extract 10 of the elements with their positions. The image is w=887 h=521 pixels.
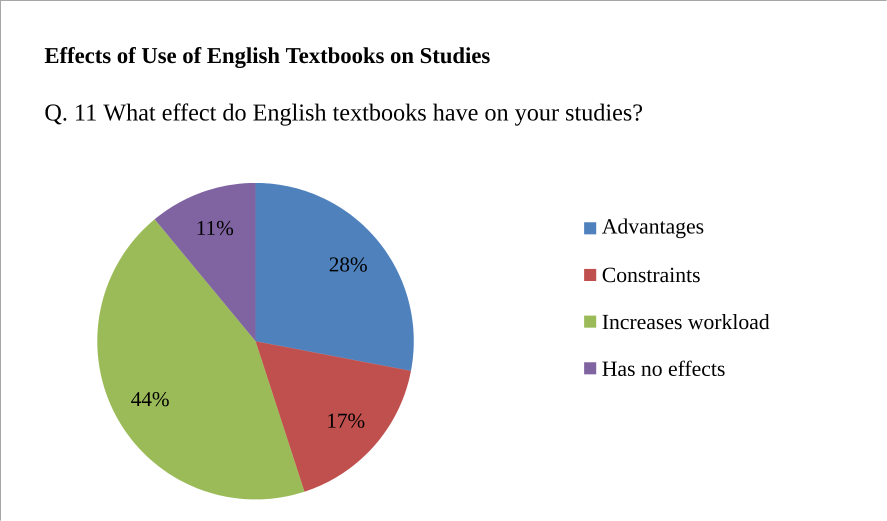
- data-label: 28%: [330, 257, 367, 272]
- chart-subtitle: Q. 11 What effect do English textbooks have on your studies?: [45, 103, 642, 126]
- data-label: 44%: [131, 392, 169, 406]
- data-label: 11%: [198, 220, 234, 236]
- legend-label: Increases workload: [602, 314, 770, 330]
- legend-label: Constraints: [602, 268, 700, 282]
- legend-label: Has no effects: [602, 360, 725, 376]
- data-label: 17%: [328, 414, 364, 428]
- legend-label: Advantages: [602, 218, 704, 238]
- chart-title: Effects of Use of English Textbooks on Studies: [44, 46, 490, 68]
